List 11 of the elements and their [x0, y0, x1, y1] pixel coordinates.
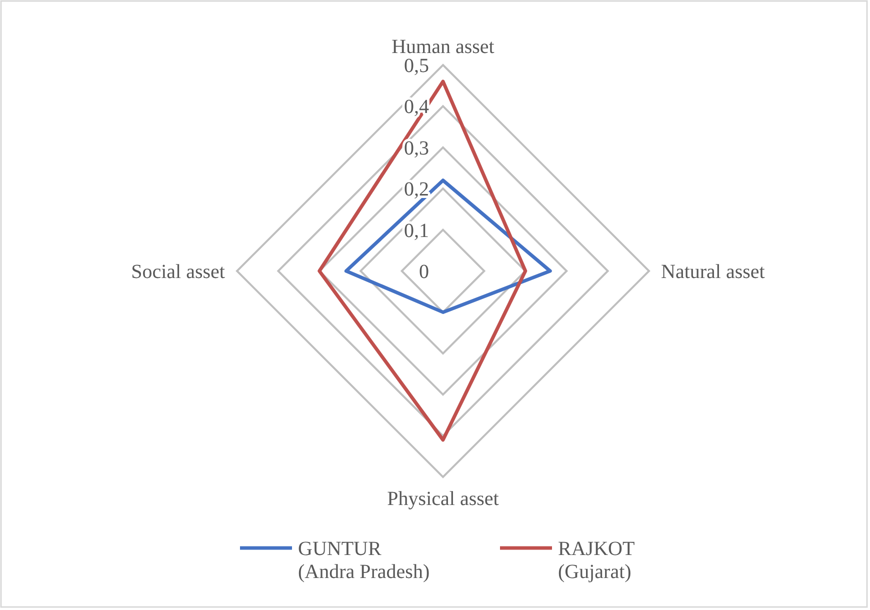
spoke-label: Human asset [392, 36, 495, 58]
legend-label: RAJKOT (Gujarat) [558, 538, 635, 583]
y-tick-label: 0,5 [404, 55, 429, 77]
spoke-label: Physical asset [387, 488, 500, 510]
spoke-label: Natural asset [661, 261, 766, 283]
spoke-label: Social asset [131, 261, 226, 283]
legend-label: GUNTUR (Andra Pradesh) [298, 538, 430, 583]
y-tick-label: 0,1 [404, 220, 429, 242]
y-tick-label: 0,3 [404, 137, 429, 160]
y-tick-label: 0 [419, 261, 429, 283]
y-tick-label: 0,2 [404, 178, 429, 201]
